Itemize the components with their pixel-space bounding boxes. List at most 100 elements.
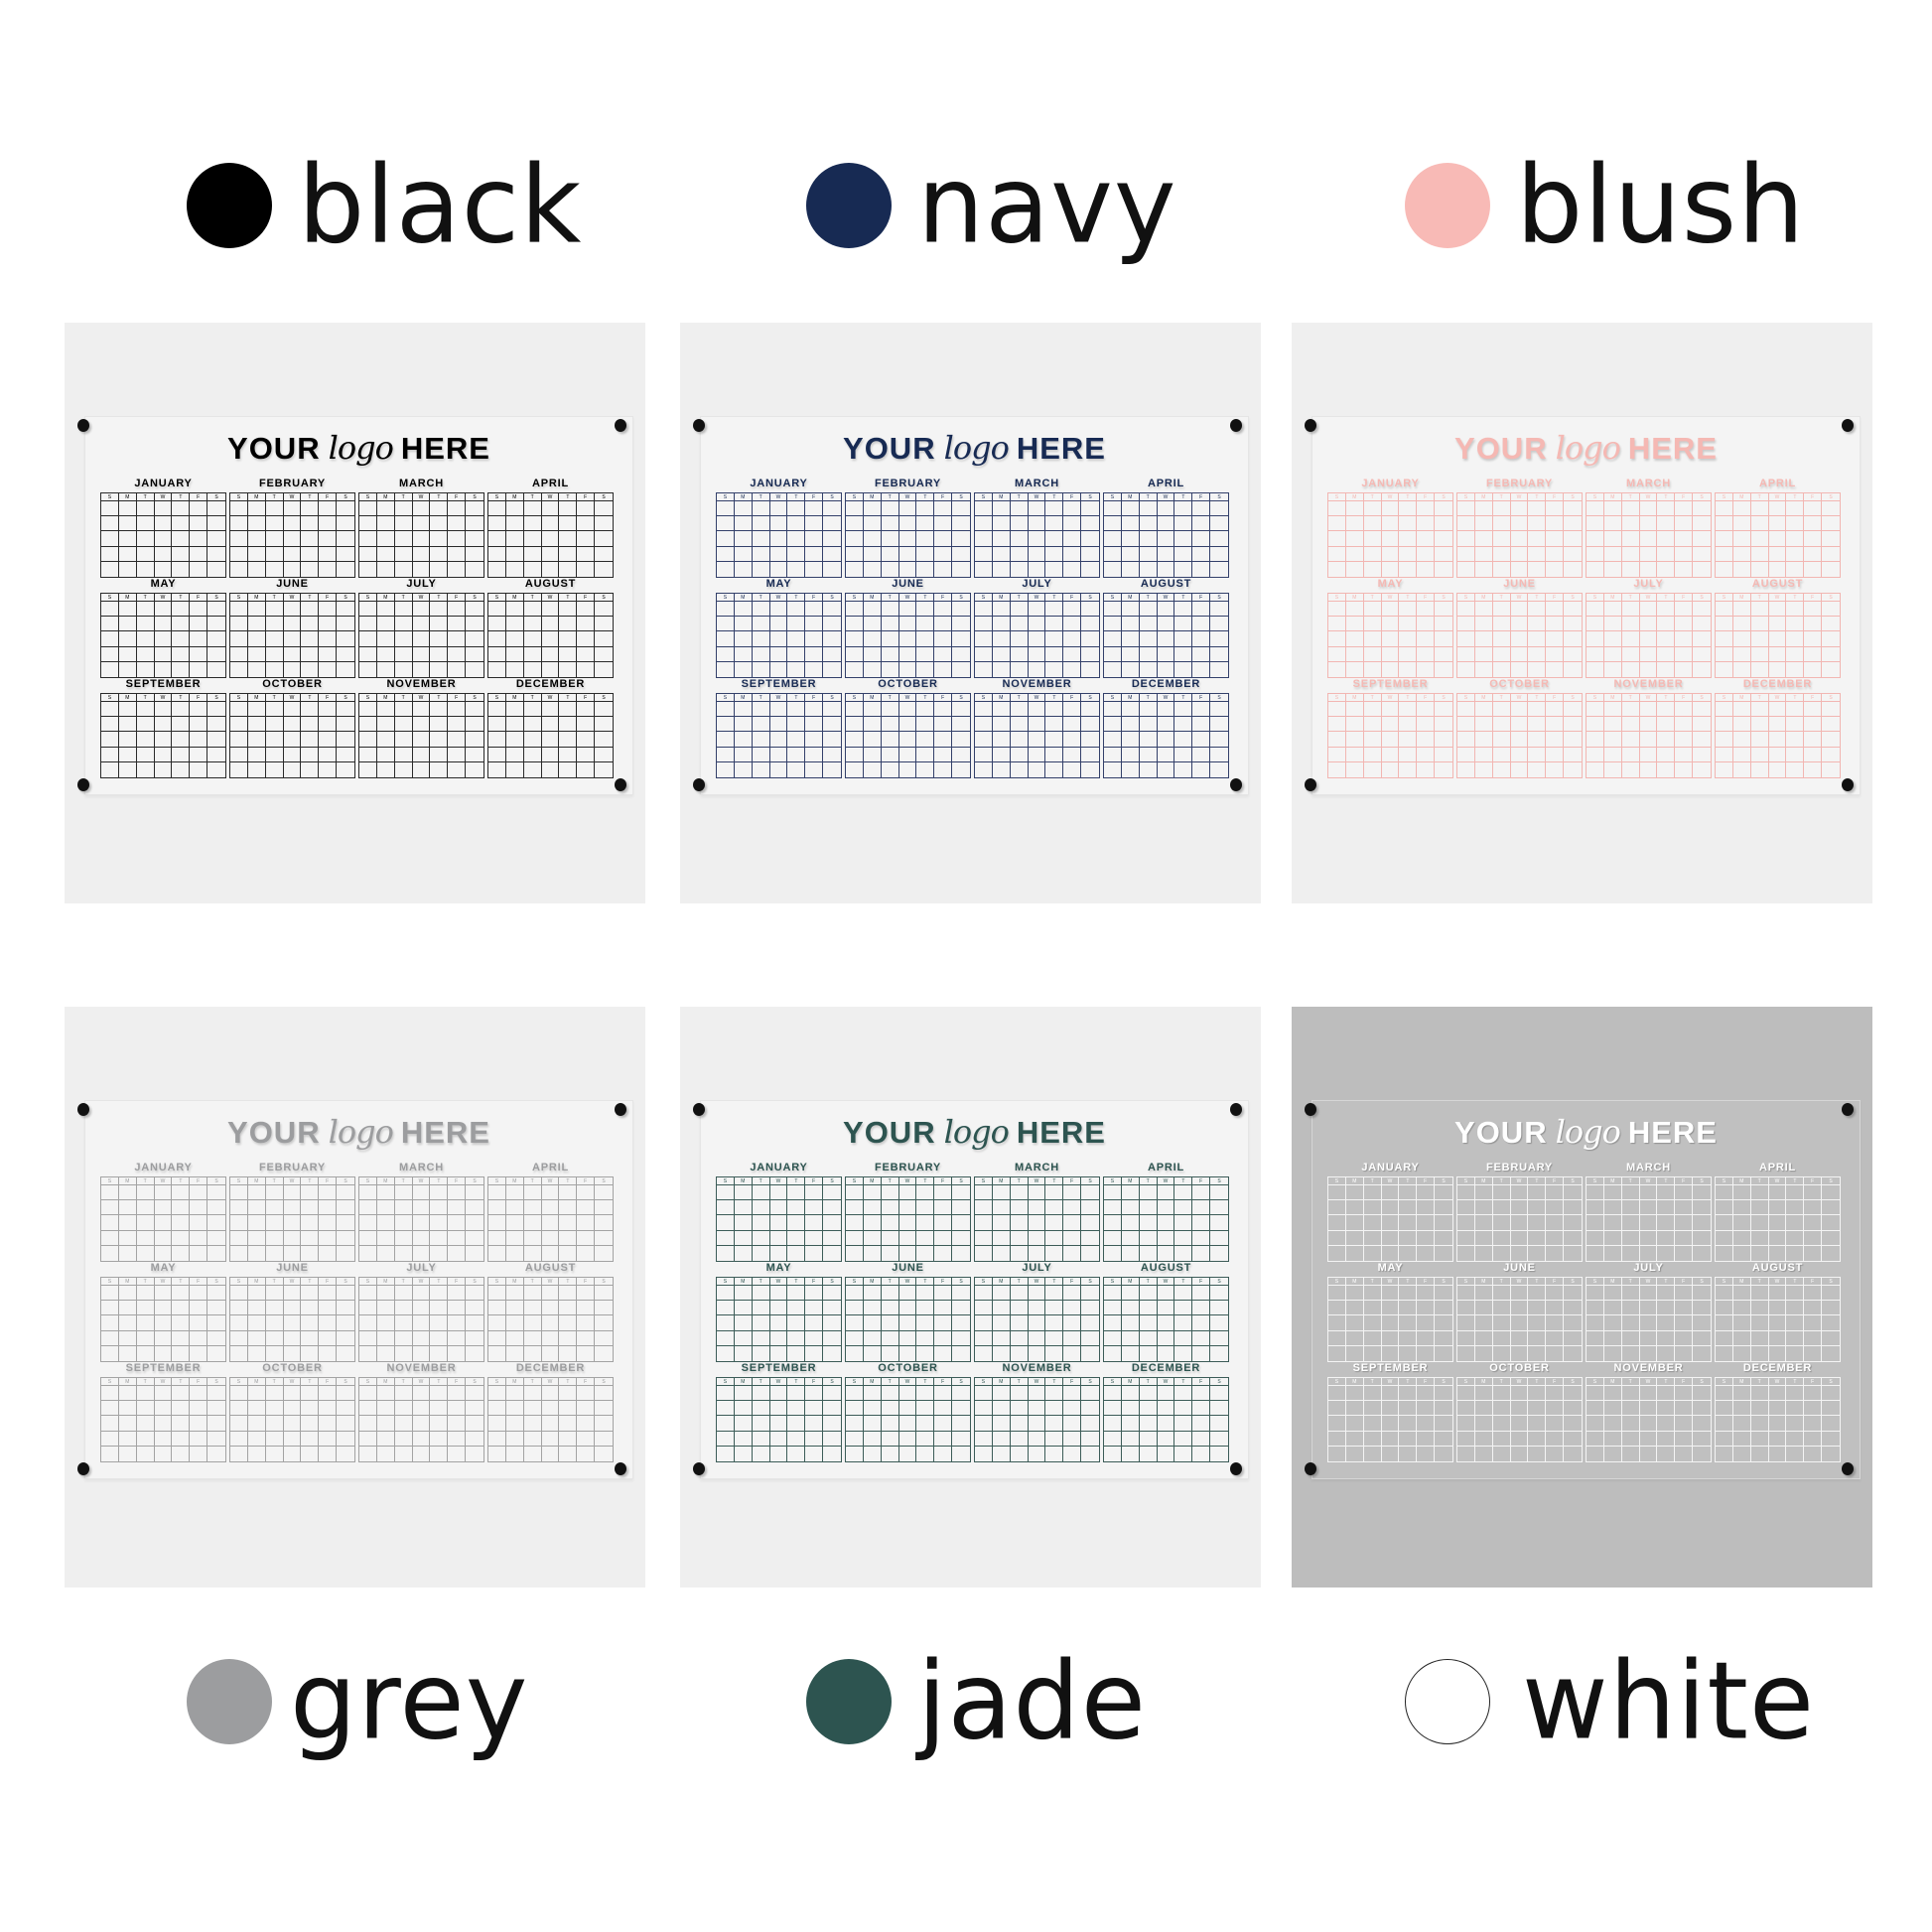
day-cell — [1768, 1401, 1787, 1417]
weekday-header: S — [717, 1278, 735, 1286]
weekday-header: S — [846, 1177, 864, 1185]
day-cell — [846, 717, 864, 733]
day-cell — [559, 1446, 578, 1461]
day-cell — [1140, 1345, 1158, 1361]
day-cell — [1587, 631, 1604, 647]
day-cell — [559, 1416, 578, 1432]
month-label: SEPTEMBER — [125, 1362, 202, 1374]
day-cell — [1675, 1230, 1694, 1246]
day-cell — [1121, 732, 1140, 748]
day-cell — [881, 1416, 899, 1432]
day-cell — [448, 1230, 467, 1246]
day-cell — [787, 702, 806, 718]
day-cell — [1417, 1446, 1436, 1461]
day-cell — [1029, 661, 1046, 677]
weekday-header: M — [505, 1177, 524, 1185]
day-cell — [448, 1330, 467, 1346]
day-cell — [1457, 1200, 1475, 1216]
day-cell — [505, 1185, 524, 1201]
day-cell — [448, 617, 467, 632]
day-cell — [1081, 762, 1099, 777]
day-cell — [505, 516, 524, 532]
day-cell — [247, 501, 266, 517]
day-cell — [1750, 646, 1769, 662]
day-cell — [1751, 761, 1769, 777]
day-cell — [1510, 631, 1529, 647]
day-cell — [1675, 1431, 1694, 1447]
day-cell — [136, 1416, 155, 1432]
day-cell — [823, 547, 841, 562]
weekday-header: F — [1804, 1177, 1823, 1185]
day-cell — [1010, 732, 1029, 748]
month-label: MAY — [765, 578, 792, 590]
day-cell — [207, 501, 225, 517]
day-cell — [1457, 1301, 1475, 1316]
day-cell — [992, 602, 1011, 618]
day-cell — [1210, 531, 1228, 547]
day-cell — [466, 1215, 483, 1231]
day-cell — [1603, 501, 1622, 517]
day-cell — [934, 1401, 953, 1417]
day-cell — [1457, 761, 1475, 777]
day-cell — [1346, 1245, 1364, 1261]
weekday-header: S — [717, 1177, 735, 1185]
day-cell — [1045, 631, 1064, 647]
day-cell — [595, 602, 613, 618]
day-cell — [934, 1301, 953, 1316]
day-cell — [992, 702, 1011, 718]
weekday-header: T — [1528, 594, 1547, 602]
day-cell — [1174, 516, 1193, 532]
day-cell — [1345, 1215, 1364, 1231]
day-cell — [523, 631, 542, 647]
day-cell — [1492, 531, 1511, 547]
day-cell — [975, 747, 993, 762]
day-cell — [1786, 761, 1805, 777]
day-cell — [1546, 546, 1565, 562]
day-cell — [863, 646, 882, 662]
day-cell — [488, 661, 506, 677]
day-cell — [301, 516, 320, 532]
weekday-header: W — [1157, 493, 1175, 501]
day-cell — [524, 661, 542, 677]
weekday-header: T — [1363, 594, 1382, 602]
month-label: MAY — [1377, 578, 1404, 590]
weekday-header: S — [1210, 493, 1228, 501]
day-cell — [1363, 617, 1382, 632]
weekday-header: T — [881, 694, 899, 702]
day-cell — [717, 1215, 735, 1231]
day-cell — [394, 631, 413, 647]
day-cell — [466, 1346, 483, 1361]
day-cell — [154, 1200, 173, 1216]
weekday-header: S — [1457, 1378, 1475, 1386]
day-cell — [1174, 1386, 1193, 1402]
day-cell — [154, 1286, 173, 1302]
day-cell — [823, 1346, 841, 1361]
month-label: JUNE — [276, 1262, 309, 1274]
day-cell — [1382, 1245, 1400, 1261]
day-cell — [1328, 1286, 1346, 1302]
day-cell — [1192, 1446, 1211, 1461]
day-cell — [846, 1330, 864, 1346]
day-cell — [430, 1315, 449, 1331]
day-cell — [1546, 1230, 1565, 1246]
day-cell — [283, 602, 302, 618]
day-cell — [1587, 1230, 1604, 1246]
day-cell — [136, 1301, 155, 1316]
weekday-header: F — [190, 694, 208, 702]
day-cell — [1492, 1401, 1511, 1417]
day-cell — [1121, 1185, 1140, 1201]
day-cell — [1639, 602, 1658, 618]
day-cell — [265, 747, 284, 762]
day-cell — [1528, 1185, 1547, 1201]
weekday-header: T — [1139, 1378, 1158, 1386]
weekday-header: T — [1492, 1378, 1511, 1386]
board-title: YOUR logo HERE — [1312, 1113, 1860, 1151]
month-label: JANUARY — [134, 1162, 193, 1173]
day-cell — [1639, 1215, 1658, 1231]
weekday-header: F — [1063, 1177, 1082, 1185]
day-cell — [412, 1200, 431, 1216]
